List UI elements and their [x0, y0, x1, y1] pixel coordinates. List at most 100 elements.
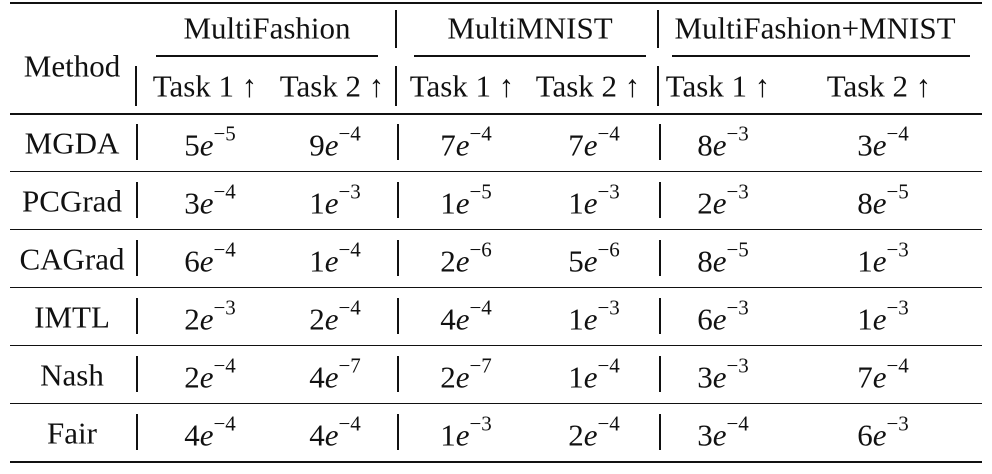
mantissa: 5 [568, 243, 584, 279]
value-cell: 4e−4 [184, 413, 236, 453]
exponent-base: e [455, 185, 470, 221]
exponent-base: e [872, 127, 887, 163]
exponent: −3 [726, 179, 749, 204]
mantissa: 1 [568, 185, 584, 221]
task-header: Task 2 ↑ [279, 68, 385, 104]
exponent: −3 [338, 179, 361, 204]
value-cell: 4e−4 [440, 297, 492, 337]
exponent-base: e [455, 301, 470, 337]
value-cell: 2e−7 [440, 355, 492, 395]
task-header: Task 1 ↑ [152, 68, 258, 104]
exponent: −3 [469, 411, 492, 436]
column-separator [136, 240, 138, 276]
group-rule-multifashion-mnist [672, 55, 970, 57]
value-cell: 8e−5 [697, 239, 749, 277]
mantissa: 7 [440, 127, 456, 163]
mantissa: 2 [440, 359, 456, 395]
mantissa: 1 [568, 301, 584, 337]
exponent-base: e [455, 417, 470, 453]
exponent-base: e [199, 185, 214, 221]
mantissa: 2 [697, 185, 713, 221]
exponent: −4 [597, 353, 620, 378]
exponent-base: e [455, 243, 470, 279]
value-cell: 5e−5 [184, 123, 236, 163]
column-separator [136, 182, 138, 218]
row-rule [10, 345, 982, 346]
row-rule [10, 171, 982, 172]
exponent: −4 [213, 353, 236, 378]
exponent-base: e [712, 417, 727, 453]
column-separator [659, 356, 661, 392]
exponent-base: e [324, 127, 339, 163]
value-cell: 1e−3 [857, 239, 909, 277]
column-separator [659, 240, 661, 276]
exponent-base: e [455, 359, 470, 395]
exponent-base: e [872, 301, 887, 337]
value-cell: 2e−4 [568, 413, 620, 451]
exponent: −3 [597, 179, 620, 204]
value-cell: 4e−7 [309, 355, 361, 395]
mantissa: 2 [184, 359, 200, 395]
column-separator [397, 240, 399, 276]
exponent: −3 [597, 295, 620, 320]
mantissa: 4 [440, 301, 456, 337]
mantissa: 1 [440, 185, 456, 221]
column-separator [395, 66, 397, 106]
column-separator [659, 414, 661, 450]
exponent: −3 [886, 237, 909, 262]
value-cell: 4e−4 [309, 413, 361, 453]
exponent: −6 [469, 237, 492, 262]
mantissa: 4 [309, 359, 325, 395]
column-separator [659, 298, 661, 334]
exponent: −5 [886, 179, 909, 204]
exponent-base: e [324, 243, 339, 279]
exponent: −5 [213, 121, 236, 146]
exponent: −3 [726, 121, 749, 146]
group-header-multimnist: MultiMNIST [447, 10, 613, 46]
value-cell: 1e−3 [568, 181, 620, 221]
method-header: Method [23, 48, 121, 84]
mantissa: 6 [184, 243, 200, 279]
exponent-base: e [199, 417, 214, 453]
column-separator [657, 66, 659, 106]
column-separator [659, 124, 661, 160]
method-label: CAGrad [19, 241, 125, 277]
exponent-base: e [583, 185, 598, 221]
mantissa: 7 [568, 127, 584, 163]
value-cell: 3e−4 [857, 123, 909, 163]
mantissa: 1 [309, 243, 325, 279]
column-separator [136, 414, 138, 450]
exponent: −3 [726, 295, 749, 320]
exponent-base: e [199, 127, 214, 163]
mantissa: 1 [857, 301, 873, 337]
exponent-base: e [324, 417, 339, 453]
mantissa: 8 [857, 185, 873, 221]
exponent: −4 [213, 411, 236, 436]
exponent: −3 [886, 295, 909, 320]
mantissa: 5 [184, 127, 200, 163]
exponent-base: e [324, 359, 339, 395]
exponent: −4 [338, 121, 361, 146]
group-header-multifashion-mnist: MultiFashion+MNIST [674, 10, 956, 46]
mantissa: 1 [568, 359, 584, 395]
exponent-base: e [712, 185, 727, 221]
exponent: −7 [338, 353, 361, 378]
exponent-base: e [324, 185, 339, 221]
exponent-base: e [199, 301, 214, 337]
value-cell: 7e−4 [440, 123, 492, 163]
value-cell: 2e−4 [184, 355, 236, 395]
value-cell: 9e−4 [309, 123, 361, 163]
exponent: −4 [338, 295, 361, 320]
task-header: Task 2 ↑ [535, 68, 641, 104]
exponent: −3 [213, 295, 236, 320]
exponent-base: e [712, 359, 727, 395]
method-label: Fair [47, 415, 97, 451]
mantissa: 7 [857, 359, 873, 395]
column-separator [397, 182, 399, 218]
exponent: −5 [469, 179, 492, 204]
exponent: −6 [597, 237, 620, 262]
group-rule-multimnist [414, 55, 646, 57]
exponent-base: e [583, 127, 598, 163]
exponent-base: e [455, 127, 470, 163]
column-separator [136, 124, 138, 160]
